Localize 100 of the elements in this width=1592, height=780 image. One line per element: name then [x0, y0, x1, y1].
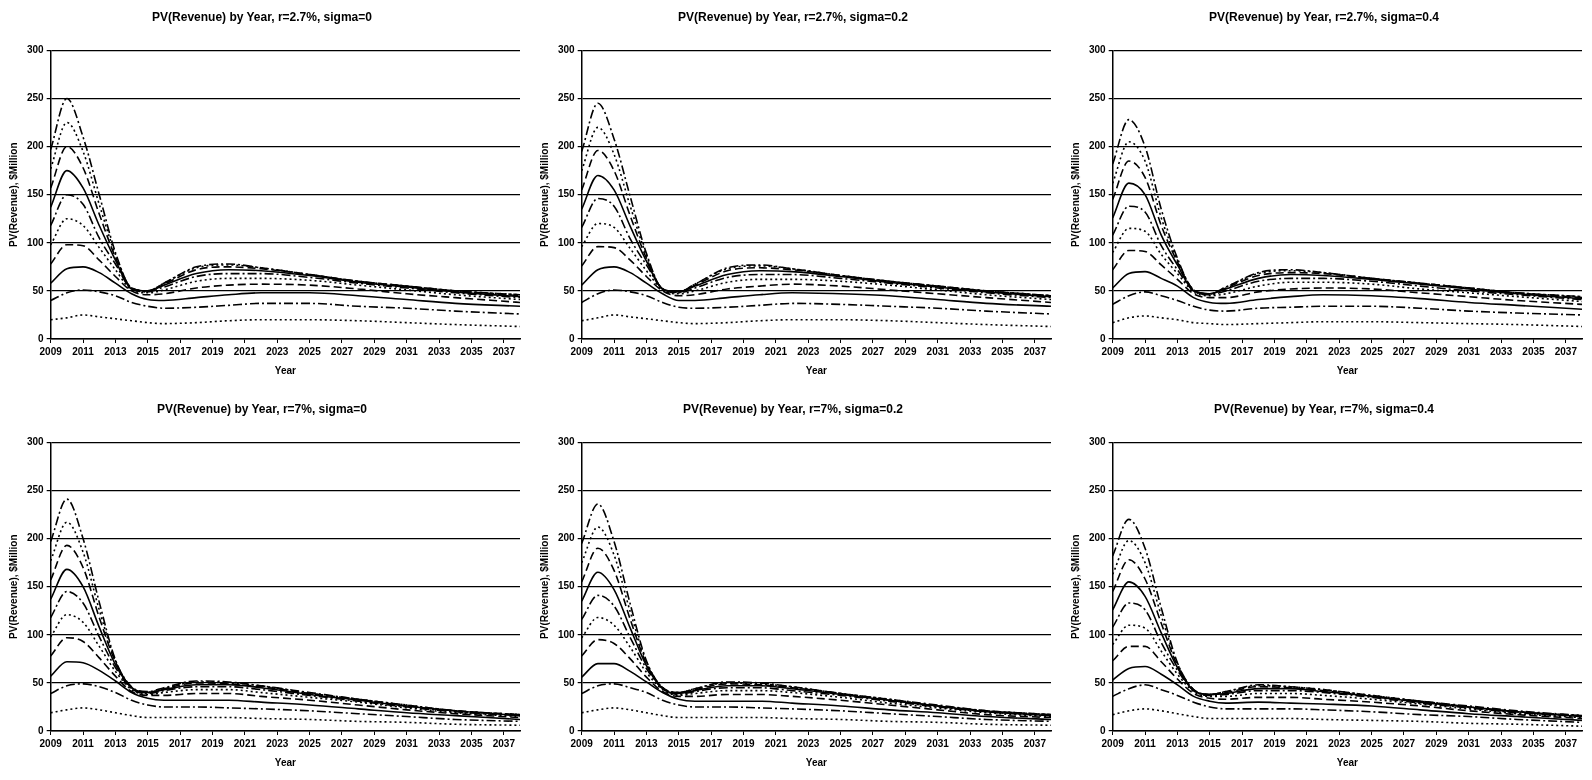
x-tick-label: 2017: [169, 737, 192, 749]
x-tick-label: 2011: [603, 345, 626, 357]
y-axis-title: PV(Revenue), $Million: [538, 142, 550, 247]
x-axis-title: Year: [805, 364, 828, 376]
x-tick-label: 2033: [427, 737, 451, 749]
chart-title: PV(Revenue) by Year, r=2.7%, sigma=0.2: [678, 9, 909, 24]
x-tick-label: 2029: [1425, 737, 1448, 749]
y-tick-label: 200: [558, 140, 576, 152]
x-tick-label: 2009: [570, 737, 594, 749]
x-tick-label: 2029: [894, 737, 917, 749]
x-axis-title: Year: [805, 756, 828, 768]
x-tick-label: 2015: [1198, 345, 1222, 357]
y-tick-label: 250: [558, 484, 576, 496]
x-tick-label: 2037: [1554, 345, 1578, 357]
x-tick-label: 2023: [266, 345, 289, 357]
y-tick-label: 50: [1094, 284, 1107, 296]
x-tick-label: 2011: [1134, 737, 1157, 749]
x-tick-label: 2009: [39, 345, 63, 357]
x-tick-label: 2031: [926, 737, 950, 749]
x-tick-label: 2011: [72, 737, 95, 749]
x-tick-label: 2021: [233, 345, 257, 357]
x-tick-label: 2031: [1457, 345, 1481, 357]
x-tick-label: 2017: [700, 345, 723, 357]
x-tick-label: 2013: [104, 345, 127, 357]
x-tick-label: 2027: [861, 345, 885, 357]
y-tick-label: 250: [27, 92, 45, 104]
y-tick-label: 300: [558, 436, 576, 448]
y-tick-label: 50: [563, 284, 576, 296]
x-tick-label: 2013: [635, 737, 658, 749]
y-tick-label: 150: [558, 580, 576, 592]
x-tick-label: 2015: [667, 345, 691, 357]
y-tick-label: 300: [558, 44, 576, 56]
y-tick-label: 250: [1089, 92, 1107, 104]
x-tick-label: 2029: [363, 345, 386, 357]
x-tick-label: 2037: [492, 737, 516, 749]
x-tick-label: 2023: [266, 737, 289, 749]
x-tick-label: 2035: [460, 737, 484, 749]
x-tick-label: 2011: [603, 737, 626, 749]
x-tick-label: 2037: [1023, 345, 1047, 357]
x-tick-label: 2025: [829, 345, 853, 357]
x-tick-label: 2017: [169, 345, 192, 357]
x-tick-label: 2009: [570, 345, 594, 357]
y-tick-label: 0: [38, 724, 45, 736]
y-tick-label: 0: [1100, 332, 1107, 344]
y-tick-label: 200: [1089, 532, 1107, 544]
x-axis-title: Year: [1336, 756, 1359, 768]
y-tick-label: 200: [27, 140, 45, 152]
y-tick-label: 100: [27, 236, 45, 248]
x-tick-label: 2037: [1023, 737, 1047, 749]
x-tick-label: 2033: [958, 737, 982, 749]
y-tick-label: 300: [27, 436, 45, 448]
x-tick-label: 2019: [1263, 737, 1287, 749]
x-axis-title: Year: [274, 364, 297, 376]
x-tick-label: 2013: [1166, 345, 1189, 357]
y-tick-label: 50: [32, 676, 45, 688]
x-tick-label: 2009: [1101, 345, 1125, 357]
chart-title: PV(Revenue) by Year, r=7%, sigma=0.4: [1214, 401, 1435, 416]
x-tick-label: 2031: [395, 345, 419, 357]
x-tick-label: 2035: [1522, 345, 1546, 357]
x-tick-label: 2015: [136, 345, 160, 357]
x-tick-label: 2017: [1231, 737, 1254, 749]
x-tick-label: 2021: [764, 345, 788, 357]
x-tick-label: 2033: [427, 345, 451, 357]
y-tick-label: 300: [27, 44, 45, 56]
x-tick-label: 2019: [732, 345, 756, 357]
x-tick-label: 2013: [635, 345, 658, 357]
x-tick-label: 2033: [958, 345, 982, 357]
y-tick-label: 100: [558, 236, 576, 248]
x-tick-label: 2029: [1425, 345, 1448, 357]
chart-title: PV(Revenue) by Year, r=7%, sigma=0.2: [683, 401, 904, 416]
x-tick-label: 2035: [991, 737, 1015, 749]
y-tick-label: 100: [558, 628, 576, 640]
x-tick-label: 2037: [1554, 737, 1578, 749]
x-tick-label: 2025: [1360, 737, 1384, 749]
x-tick-label: 2027: [330, 737, 354, 749]
x-tick-label: 2019: [732, 737, 756, 749]
x-tick-label: 2009: [1101, 737, 1125, 749]
chart-title: PV(Revenue) by Year, r=2.7%, sigma=0: [152, 9, 373, 24]
x-tick-label: 2009: [39, 737, 63, 749]
x-tick-label: 2025: [1360, 345, 1384, 357]
x-tick-label: 2023: [797, 737, 820, 749]
y-tick-label: 50: [563, 676, 576, 688]
x-tick-label: 2017: [1231, 345, 1254, 357]
x-tick-label: 2013: [104, 737, 127, 749]
x-tick-label: 2031: [395, 737, 419, 749]
y-axis-title: PV(Revenue), $Million: [538, 534, 550, 639]
y-tick-label: 0: [38, 332, 45, 344]
y-tick-label: 200: [27, 532, 45, 544]
x-tick-label: 2035: [991, 345, 1015, 357]
y-tick-label: 100: [27, 628, 45, 640]
x-tick-label: 2027: [330, 345, 354, 357]
y-tick-label: 100: [1089, 236, 1107, 248]
y-tick-label: 250: [558, 92, 576, 104]
x-tick-label: 2023: [1328, 737, 1351, 749]
y-tick-label: 50: [1094, 676, 1107, 688]
x-tick-label: 2027: [861, 737, 885, 749]
x-tick-label: 2027: [1392, 737, 1416, 749]
x-tick-label: 2033: [1489, 737, 1513, 749]
x-tick-label: 2035: [460, 345, 484, 357]
x-tick-label: 2019: [201, 345, 225, 357]
